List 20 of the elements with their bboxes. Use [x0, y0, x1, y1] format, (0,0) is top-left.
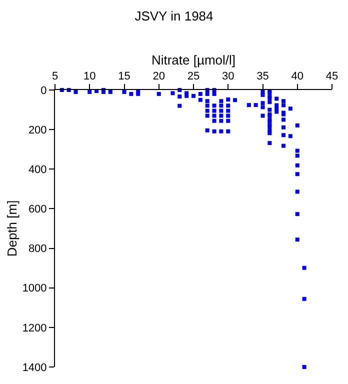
x-tick-label: 45 [326, 70, 338, 83]
x-tick-label: 10 [84, 70, 96, 83]
y-tick-label: 800 [28, 243, 47, 256]
x-tick-label: 15 [118, 70, 130, 83]
x-tick-label: 25 [187, 70, 200, 83]
y-tick-label: 200 [28, 124, 47, 136]
chart-title: JSVY in 1984 [134, 8, 214, 24]
x-tick-label: 5 [52, 70, 58, 83]
y-tick-label: 1400 [22, 362, 47, 374]
y-tick-label: 0 [40, 84, 47, 97]
y-tick-label: 1000 [22, 282, 47, 295]
x-tick-label: 30 [222, 70, 234, 83]
y-tick-label: 1200 [22, 322, 47, 334]
y-axis-title: Depth [m] [4, 200, 20, 257]
x-tick-label: 35 [256, 70, 269, 83]
x-tick-label: 20 [152, 70, 166, 83]
x-axis-title: Nitrate [µmol/l] [151, 52, 236, 68]
y-tick-label: 400 [28, 164, 47, 176]
x-tick-label: 40 [291, 70, 304, 83]
y-tick-label: 600 [28, 204, 47, 216]
